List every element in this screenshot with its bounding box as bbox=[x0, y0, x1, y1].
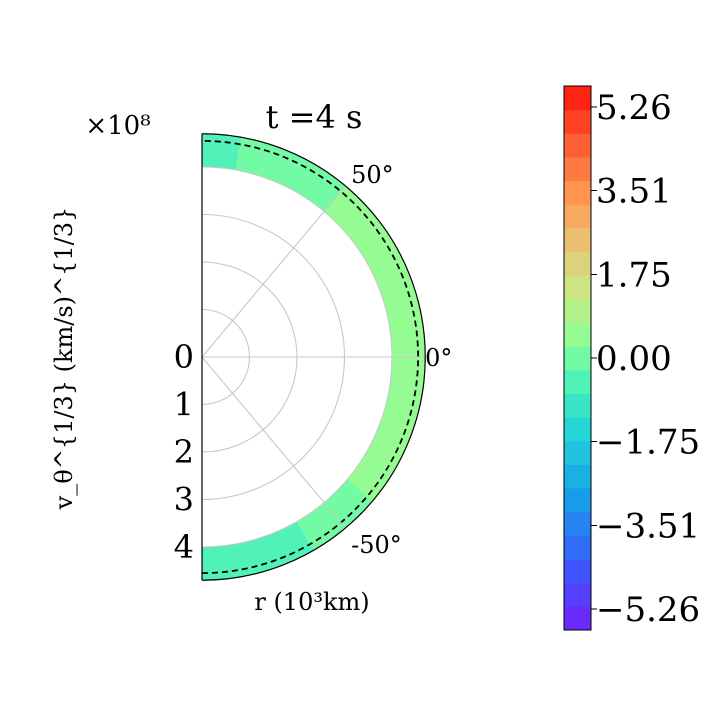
angle-tick-label-50: 50° bbox=[351, 161, 394, 189]
colorbar-tick-label: −3.51 bbox=[596, 506, 700, 546]
radial-tick-labels: 0 1 2 3 4 bbox=[174, 338, 194, 566]
colorbar-tick-label: 3.51 bbox=[596, 172, 672, 212]
colorbar-segment bbox=[564, 133, 591, 158]
r-tick-label-2: 2 bbox=[174, 433, 194, 471]
grid-spoke bbox=[201, 185, 346, 358]
colorbar-segment bbox=[564, 464, 591, 489]
colorbar-segment bbox=[564, 369, 591, 394]
colorbar bbox=[563, 85, 597, 631]
colorbar-segment bbox=[564, 109, 591, 134]
colorbar-tick-label: −1.75 bbox=[596, 423, 700, 463]
colorbar-segment bbox=[564, 180, 591, 205]
shell-sector bbox=[388, 356, 426, 397]
colorbar-segment bbox=[564, 511, 591, 536]
axis-multiplier: ×10⁸ bbox=[85, 111, 150, 141]
r-tick-label-3: 3 bbox=[174, 481, 194, 519]
colorbar-segment bbox=[564, 488, 591, 513]
chart-title: t =4 s bbox=[266, 98, 363, 136]
polar-grid bbox=[201, 166, 426, 548]
colorbar-segment bbox=[564, 251, 591, 276]
grid-spoke bbox=[201, 356, 346, 529]
colorbar-segment bbox=[564, 86, 591, 111]
colorbar-segment bbox=[564, 227, 591, 253]
colorbar-segment bbox=[564, 346, 591, 371]
colorbar-segment bbox=[564, 393, 591, 418]
x-axis-label: r (10³km) bbox=[254, 588, 369, 616]
colorbar-segment bbox=[564, 298, 591, 324]
dashed-contour bbox=[201, 139, 420, 575]
colorbar-segment bbox=[564, 440, 591, 465]
colorbar-segment bbox=[564, 204, 591, 229]
colorbar-segment bbox=[564, 417, 591, 442]
angle-tick-labels: 50° 0° -50° bbox=[351, 161, 452, 559]
angle-tick-label-minus-50: -50° bbox=[351, 531, 402, 559]
colorbar-segment bbox=[564, 606, 591, 631]
y-axis-label: v_θ^{1/3} (km/s)^{1/3} bbox=[50, 207, 78, 511]
colorbar-tick-label: 0.00 bbox=[596, 339, 672, 379]
colorbar-segment bbox=[564, 275, 591, 300]
colorbar-segment bbox=[564, 535, 591, 560]
shell-sector bbox=[388, 317, 426, 358]
colorbar-tick-label: −5.26 bbox=[596, 590, 700, 630]
angle-tick-label-0: 0° bbox=[425, 344, 452, 372]
outer-arc bbox=[201, 133, 426, 581]
r-tick-label-0: 0 bbox=[174, 338, 194, 376]
shell-sector bbox=[201, 133, 242, 171]
colorbar-segment bbox=[564, 322, 591, 347]
r-tick-label-1: 1 bbox=[174, 386, 194, 424]
polar-frame bbox=[201, 133, 426, 581]
colorbar-segment bbox=[564, 156, 591, 182]
colorbar-tick-labels: 5.26 3.51 1.75 0.00 −1.75 −3.51 −5.26 bbox=[596, 88, 700, 630]
colorbar-tick-label: 1.75 bbox=[596, 255, 672, 295]
colorbar-segment bbox=[564, 582, 591, 607]
r-tick-label-4: 4 bbox=[174, 528, 194, 566]
shell-sector bbox=[201, 543, 242, 581]
colorbar-tick-label: 5.26 bbox=[596, 88, 672, 128]
colorbar-segment bbox=[564, 559, 591, 584]
